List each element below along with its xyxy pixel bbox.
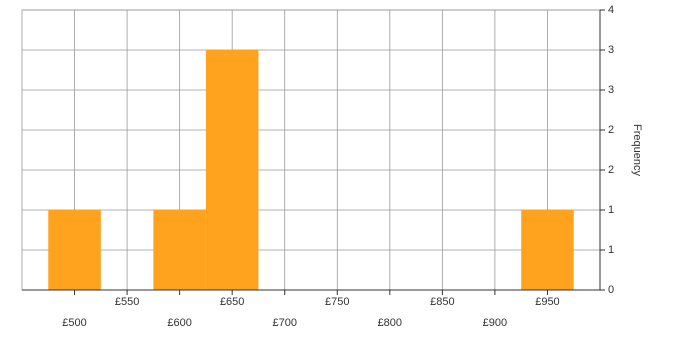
plot-frame bbox=[21, 9, 601, 291]
y-tick-label: 2 bbox=[608, 164, 614, 176]
x-tick-label: £750 bbox=[325, 296, 349, 308]
bar bbox=[48, 210, 101, 290]
y-tick-label: 1 bbox=[608, 204, 614, 216]
y-tick-label: 3 bbox=[608, 44, 614, 56]
y-tick-label: 0 bbox=[608, 284, 614, 296]
y-tick-label: 3 bbox=[608, 84, 614, 96]
x-tick-label: £550 bbox=[115, 296, 139, 308]
x-tick-label: £700 bbox=[272, 317, 296, 329]
bar bbox=[205, 50, 259, 290]
x-tick-label: £650 bbox=[220, 296, 244, 308]
x-tick-label: £500 bbox=[62, 317, 86, 329]
bar bbox=[153, 210, 206, 290]
y-tick-label: 1 bbox=[608, 244, 614, 256]
x-tick-label: £900 bbox=[483, 317, 507, 329]
y-axis-label: Frequency bbox=[631, 124, 643, 176]
y-tick-label: 4 bbox=[608, 4, 614, 16]
bar bbox=[521, 210, 574, 290]
x-tick-label: £600 bbox=[167, 317, 191, 329]
x-tick-label: £850 bbox=[430, 296, 454, 308]
x-tick-label: £800 bbox=[378, 317, 402, 329]
x-tick-label: £950 bbox=[535, 296, 559, 308]
y-tick-label: 2 bbox=[608, 124, 614, 136]
